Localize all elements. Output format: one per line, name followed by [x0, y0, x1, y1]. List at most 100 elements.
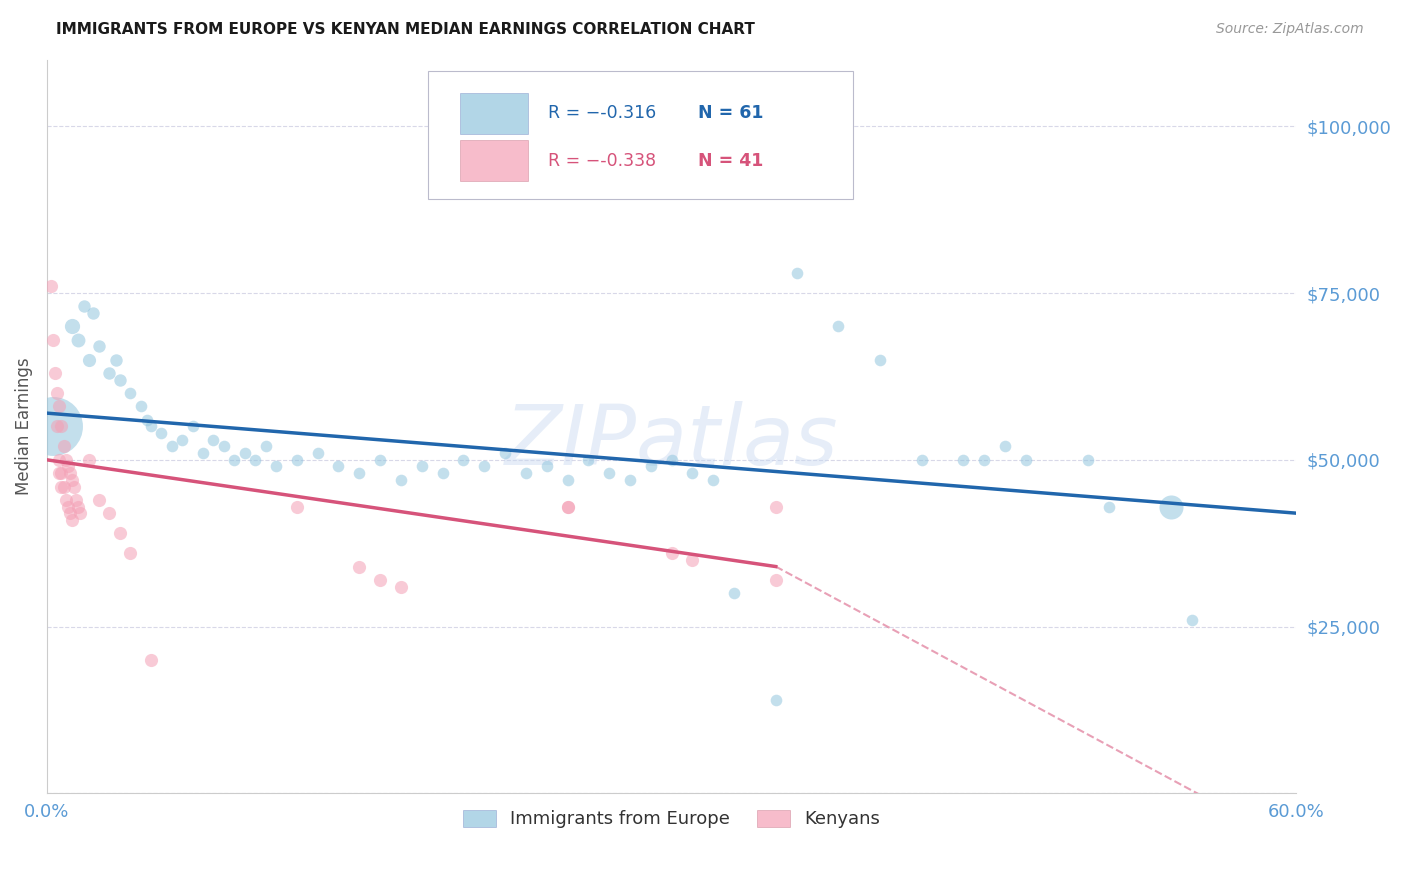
Point	[60, 319, 83, 334]
Point	[557, 500, 579, 514]
Point	[52, 479, 75, 493]
Point	[349, 559, 371, 574]
Legend: Immigrants from Europe, Kenyans: Immigrants from Europe, Kenyans	[456, 803, 887, 836]
Point	[557, 500, 579, 514]
Point	[39, 279, 62, 293]
Point	[994, 440, 1017, 454]
Text: N = 61: N = 61	[697, 104, 763, 122]
Point	[368, 573, 391, 587]
Point	[285, 453, 308, 467]
Point	[786, 266, 808, 280]
Text: N = 41: N = 41	[697, 152, 763, 169]
Point	[150, 426, 173, 441]
Point	[120, 546, 142, 560]
Point	[233, 446, 256, 460]
Point	[1181, 613, 1204, 627]
Point	[87, 339, 110, 353]
Point	[765, 693, 787, 707]
Point	[536, 459, 558, 474]
Point	[77, 352, 100, 367]
Point	[77, 453, 100, 467]
Point	[98, 506, 121, 520]
Point	[51, 479, 73, 493]
Text: R = −-0.338: R = −-0.338	[548, 152, 657, 169]
Point	[389, 580, 412, 594]
Point	[212, 440, 235, 454]
Point	[135, 413, 157, 427]
Point	[46, 386, 69, 401]
Point	[598, 466, 620, 480]
Point	[59, 506, 82, 520]
Point	[191, 446, 214, 460]
Point	[87, 492, 110, 507]
Point	[56, 459, 79, 474]
Point	[42, 419, 65, 434]
Point	[55, 453, 77, 467]
Text: R = −-0.316: R = −-0.316	[548, 104, 657, 122]
Point	[765, 573, 787, 587]
Point	[139, 653, 162, 667]
Point	[55, 492, 77, 507]
Point	[515, 466, 537, 480]
Point	[59, 466, 82, 480]
Point	[48, 466, 70, 480]
Point	[65, 492, 87, 507]
Point	[368, 453, 391, 467]
Point	[576, 453, 599, 467]
FancyBboxPatch shape	[461, 140, 527, 181]
Point	[1077, 453, 1099, 467]
Point	[129, 400, 152, 414]
Point	[1160, 500, 1182, 514]
Point	[472, 459, 495, 474]
Point	[661, 546, 683, 560]
Point	[104, 352, 127, 367]
Point	[82, 306, 104, 320]
Point	[73, 300, 96, 314]
Point	[723, 586, 745, 600]
Point	[619, 473, 641, 487]
Point	[682, 466, 704, 480]
Point	[952, 453, 974, 467]
Point	[1014, 453, 1036, 467]
Point	[453, 453, 475, 467]
Point	[411, 459, 433, 474]
Point	[910, 453, 932, 467]
Point	[285, 500, 308, 514]
Point	[640, 459, 662, 474]
Point	[139, 419, 162, 434]
Point	[52, 440, 75, 454]
Point	[172, 433, 194, 447]
Point	[389, 473, 412, 487]
Text: Source: ZipAtlas.com: Source: ZipAtlas.com	[1216, 22, 1364, 37]
Point	[67, 333, 90, 347]
Point	[51, 466, 73, 480]
Point	[120, 386, 142, 401]
Point	[254, 440, 277, 454]
Point	[48, 453, 70, 467]
Point	[108, 373, 131, 387]
Point	[98, 366, 121, 380]
Point	[44, 366, 66, 380]
Point	[827, 319, 849, 334]
FancyBboxPatch shape	[461, 93, 527, 134]
Point	[765, 500, 787, 514]
Point	[661, 453, 683, 467]
Point	[181, 419, 204, 434]
Point	[264, 459, 287, 474]
Point	[60, 513, 83, 527]
Point	[42, 333, 65, 347]
Point	[682, 553, 704, 567]
Point	[202, 433, 225, 447]
Point	[243, 453, 266, 467]
Point	[56, 500, 79, 514]
Point	[108, 526, 131, 541]
Point	[63, 479, 86, 493]
Point	[224, 453, 246, 467]
Point	[349, 466, 371, 480]
Point	[702, 473, 724, 487]
Point	[46, 419, 69, 434]
Point	[51, 419, 73, 434]
Point	[48, 400, 70, 414]
Point	[69, 506, 91, 520]
FancyBboxPatch shape	[427, 70, 853, 199]
